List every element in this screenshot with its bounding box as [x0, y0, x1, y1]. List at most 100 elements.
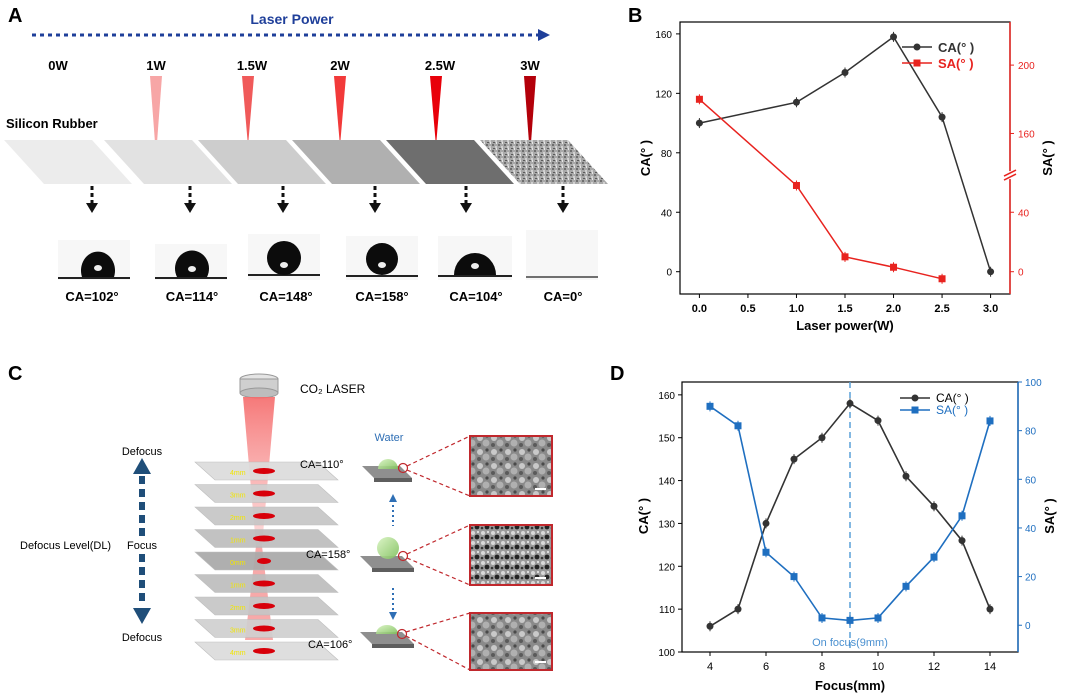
focal-spot — [253, 490, 275, 497]
panel-c-letter: C — [8, 363, 22, 385]
y-tick-label: 120 — [658, 562, 675, 573]
y-tick-label: 80 — [661, 149, 673, 160]
ca-label-top: CA=110° — [300, 459, 344, 471]
data-point-sa — [790, 573, 798, 581]
rubber-sheet-0w — [4, 140, 132, 184]
data-point-ca — [958, 537, 966, 545]
down-arrow-icon — [557, 203, 569, 213]
y-tick-label: 140 — [658, 477, 675, 488]
x-axis-label: Laser power(W) — [796, 318, 894, 333]
layer-label: 3mm — [230, 628, 246, 635]
legend-marker — [911, 394, 919, 402]
data-point-sa — [938, 275, 946, 283]
y2-tick-label: 200 — [1018, 61, 1035, 72]
y-tick-label: 0 — [666, 268, 672, 279]
droplet-images — [58, 230, 598, 280]
chart-focus: 4 6 8 10 12 14 100 110 120 130 140 150 160 0 20 40 60 80 1… — [636, 378, 1057, 693]
focal-spot — [253, 580, 275, 587]
data-point-ca — [706, 622, 714, 630]
laser-beam-1-5w — [242, 76, 254, 146]
down-arrow-icon — [369, 203, 381, 213]
chart-laser-power: 0.0 0.5 1.0 1.5 2.0 2.5 3.0 0 40 80 120 160 0 40 160 20… — [638, 21, 1055, 333]
data-point-ca — [790, 455, 798, 463]
laser-power-label: Laser Power — [250, 11, 334, 27]
y-tick-label: 120 — [655, 89, 672, 100]
data-point-sa — [874, 614, 882, 622]
y-tick-label: 160 — [655, 30, 672, 41]
legend-marker — [911, 406, 919, 414]
y2-tick-label: 40 — [1025, 524, 1037, 535]
data-point-ca — [874, 417, 882, 425]
y-tick-label: 40 — [661, 208, 673, 219]
data-point-ca — [938, 113, 946, 121]
rubber-sheet-2-5w — [386, 140, 514, 184]
power-label-2: 1.5W — [237, 58, 268, 73]
ca-label-1w: CA=114° — [166, 289, 219, 304]
panel-c: C CO₂ LASER 4mm 3mm 2mm 1mm 0mm 1mm 2mm 3mm4mm … — [8, 363, 553, 671]
laser-beam-2-5w — [430, 76, 442, 146]
rubber-sheet-3w — [480, 140, 608, 184]
focal-spot — [253, 468, 275, 474]
series-line-sa — [698, 98, 943, 280]
data-point-sa — [706, 402, 714, 410]
laser-beam-2w — [334, 76, 346, 146]
y2-tick-label: 80 — [1025, 427, 1037, 438]
data-point-ca — [986, 605, 994, 613]
y2-tick-label: 160 — [1018, 129, 1035, 140]
focus-label: Focus — [127, 540, 157, 552]
up-arrow-icon — [133, 458, 151, 474]
x-tick-label: 0.5 — [740, 303, 755, 315]
data-point-sa — [986, 417, 994, 425]
down-arrow-icon — [184, 203, 196, 213]
legend-marker — [913, 59, 921, 67]
data-point-sa — [902, 582, 910, 590]
legend-label: SA(° ) — [938, 56, 974, 71]
x-axis-label: Focus(mm) — [815, 678, 885, 693]
down-arrow-icon — [133, 608, 151, 624]
y2-tick-label: 20 — [1025, 573, 1037, 584]
layer-label: 1mm — [230, 538, 246, 545]
defocus-level-label: Defocus Level(DL) — [20, 540, 111, 552]
x-tick-label: 2.5 — [934, 303, 949, 315]
rubber-sheet-2w — [292, 140, 420, 184]
legend-label: CA(° ) — [936, 391, 969, 405]
data-point-ca — [841, 69, 849, 77]
axis-break-mark — [1003, 173, 1017, 181]
data-point-sa — [792, 181, 800, 189]
sem-image-top — [469, 435, 553, 497]
layer-label: 4mm — [230, 650, 246, 657]
sem-image-bottom — [469, 612, 553, 671]
on-focus-label: On focus(9mm) — [812, 637, 888, 649]
substrate-bottom — [360, 625, 414, 648]
layer-label: 4mm — [230, 470, 246, 477]
series-line-ca — [699, 35, 992, 272]
y-tick-label: 160 — [658, 391, 675, 402]
axis-break — [1004, 171, 1016, 180]
focal-spot — [253, 535, 275, 542]
panel-d: D 4 6 8 10 12 14 100 110 120 130 140 150 160 0 20 40 60 8… — [610, 363, 1057, 693]
data-point-sa — [734, 422, 742, 430]
rubber-sheet-1-5w — [198, 140, 326, 184]
y2-axis-label: SA(° ) — [1042, 498, 1057, 534]
laser-beam-3w — [524, 76, 536, 156]
data-point-sa — [930, 553, 938, 561]
data-point-ca — [890, 33, 898, 41]
power-label-3: 2W — [330, 58, 350, 73]
ca-label-bottom: CA=106° — [308, 639, 352, 651]
y-tick-label: 100 — [658, 648, 675, 659]
x-tick-label: 12 — [928, 661, 940, 673]
y2-tick-label: 0 — [1025, 621, 1031, 632]
down-arrow-icon — [389, 612, 397, 620]
data-point-ca — [762, 519, 770, 527]
y2-tick-label: 60 — [1025, 475, 1037, 486]
panel-a-down-arrows — [90, 186, 565, 204]
sem-image-middle — [469, 524, 553, 586]
data-point-sa — [818, 614, 826, 622]
y-tick-label: 110 — [659, 605, 675, 616]
legend-label: SA(° ) — [936, 403, 968, 417]
panel-a: A Laser Power 0W 1W 1.5W 2W 2.5W 3W Sili… — [4, 5, 608, 304]
zoom-leaders — [396, 435, 471, 671]
substrate-middle — [360, 537, 414, 572]
y-axis-label: CA(° ) — [638, 140, 653, 176]
focal-spot — [253, 648, 275, 654]
